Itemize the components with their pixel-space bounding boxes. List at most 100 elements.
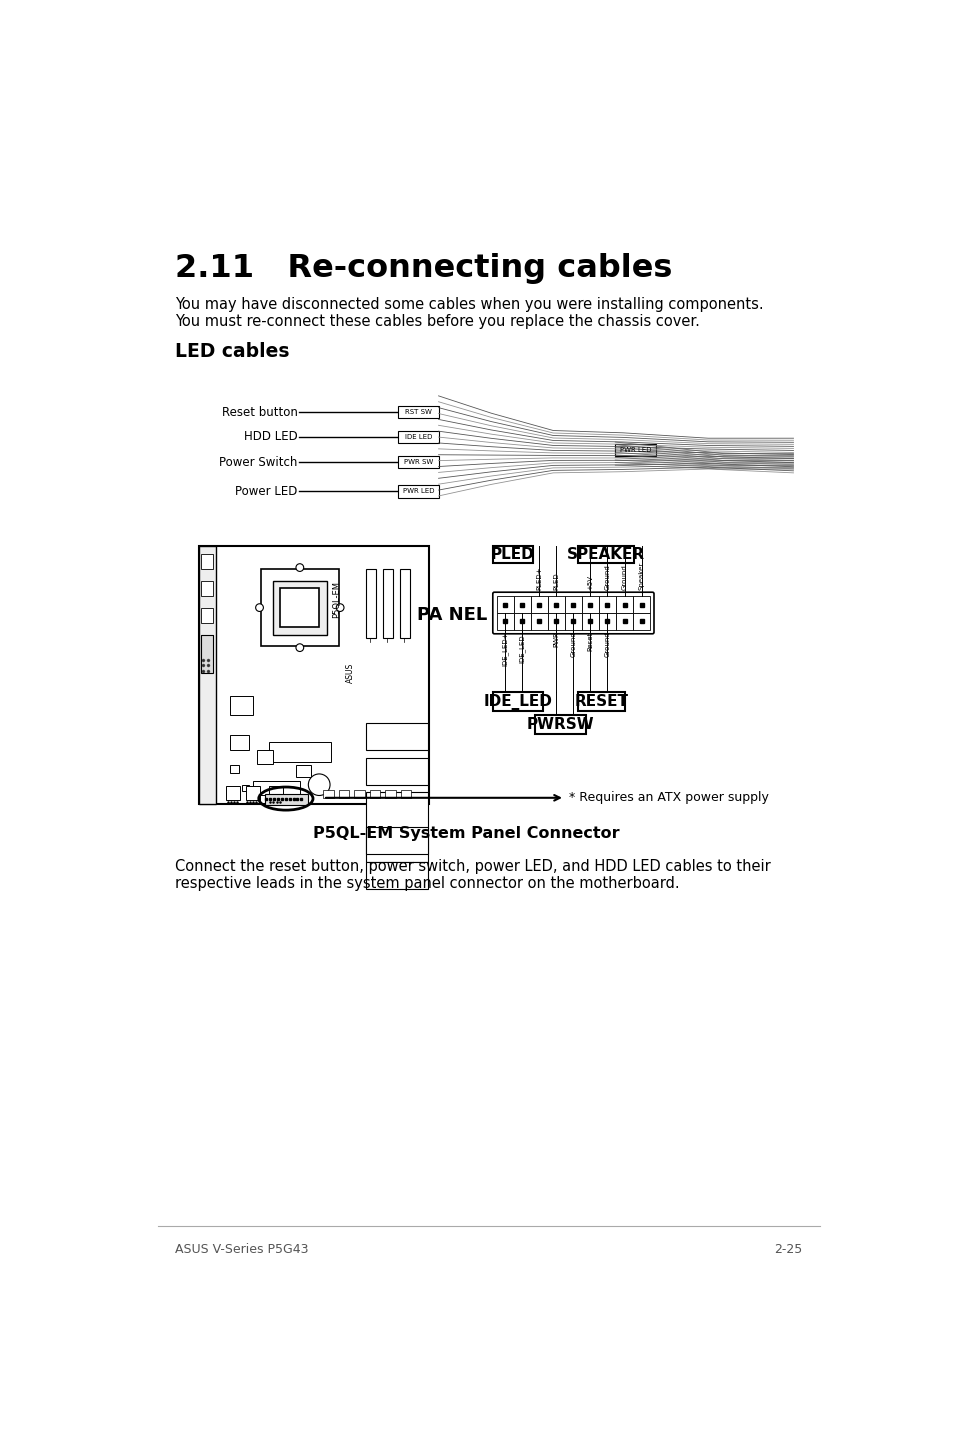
Bar (633, 613, 649, 630)
Bar (513, 597, 530, 613)
Bar (280, 588, 319, 627)
Text: RST SW: RST SW (404, 408, 432, 416)
Bar (564, 613, 581, 630)
Bar (493, 546, 533, 562)
Text: PA NEL: PA NEL (416, 607, 487, 624)
Bar (397, 406, 438, 418)
Text: Ground: Ground (604, 564, 610, 590)
Bar (598, 613, 616, 630)
Bar (200, 634, 213, 673)
Bar (269, 787, 282, 800)
Text: HDD LED: HDD LED (244, 430, 297, 443)
Text: Speaker: Speaker (638, 562, 644, 590)
Text: Reset button: Reset button (221, 406, 297, 418)
Text: +5V: +5V (587, 575, 593, 590)
Bar (273, 581, 327, 634)
Bar (399, 569, 410, 638)
Text: IDE LED: IDE LED (404, 434, 432, 440)
Bar (365, 861, 427, 889)
Text: Ground: Ground (621, 564, 627, 590)
Circle shape (255, 604, 263, 611)
Bar (269, 742, 331, 762)
Bar (513, 613, 530, 630)
Bar (323, 789, 334, 798)
Bar (199, 546, 429, 804)
Bar (547, 597, 564, 613)
Bar (230, 735, 249, 751)
Text: Ground: Ground (570, 631, 576, 657)
Bar (581, 613, 598, 630)
Text: PLED+: PLED+ (536, 567, 541, 590)
Bar (253, 781, 299, 795)
Bar (338, 789, 349, 798)
Bar (365, 723, 427, 751)
Text: PLED-: PLED- (553, 569, 558, 590)
Text: LED cables: LED cables (174, 342, 290, 361)
Text: Power LED: Power LED (234, 485, 297, 498)
Text: respective leads in the system panel connector on the motherboard.: respective leads in the system panel con… (174, 876, 679, 892)
Bar (365, 827, 427, 854)
FancyBboxPatch shape (493, 592, 654, 634)
Text: 2.11   Re-connecting cables: 2.11 Re-connecting cables (174, 253, 672, 285)
Bar (581, 597, 598, 613)
Bar (200, 581, 213, 597)
Bar (200, 554, 213, 569)
Bar (265, 794, 307, 805)
Circle shape (335, 604, 344, 611)
Text: ASUS: ASUS (345, 663, 355, 683)
Bar (578, 692, 624, 710)
Bar (257, 751, 273, 764)
Bar (354, 789, 365, 798)
Bar (200, 608, 213, 623)
Bar (226, 787, 240, 800)
Text: PWRSW: PWRSW (526, 718, 594, 732)
Bar (241, 785, 249, 791)
Text: * Requires an ATX power supply: * Requires an ATX power supply (568, 791, 768, 804)
Text: IDE_LED+: IDE_LED+ (501, 631, 508, 666)
Text: IDE_LED: IDE_LED (483, 693, 552, 709)
Text: PWR SW: PWR SW (403, 459, 433, 464)
Bar (369, 789, 380, 798)
Text: Reset: Reset (587, 631, 593, 651)
Text: PLED: PLED (491, 546, 535, 562)
Bar (578, 546, 633, 562)
Circle shape (308, 774, 330, 795)
Circle shape (295, 644, 303, 651)
Bar (295, 765, 311, 777)
Bar (400, 789, 411, 798)
Text: ASUS V-Series P5G43: ASUS V-Series P5G43 (174, 1242, 308, 1255)
Bar (230, 696, 253, 716)
Bar (534, 716, 585, 733)
Text: You must re-connect these cables before you replace the chassis cover.: You must re-connect these cables before … (174, 315, 700, 329)
Text: 2-25: 2-25 (774, 1242, 802, 1255)
Text: Ground: Ground (604, 631, 610, 657)
Bar (616, 597, 633, 613)
Text: Connect the reset button, power switch, power LED, and HDD LED cables to their: Connect the reset button, power switch, … (174, 860, 770, 874)
Bar (397, 456, 438, 469)
Bar (397, 485, 438, 498)
Bar (200, 634, 213, 650)
Bar (598, 597, 616, 613)
Bar (547, 613, 564, 630)
Bar (615, 443, 655, 456)
Bar (530, 597, 547, 613)
Bar (365, 792, 427, 861)
Text: IDE_LED-: IDE_LED- (518, 631, 525, 663)
Bar (385, 789, 395, 798)
Text: You may have disconnected some cables when you were installing components.: You may have disconnected some cables wh… (174, 298, 762, 312)
Text: PWR LED: PWR LED (402, 489, 434, 495)
Bar (261, 569, 338, 646)
Bar (230, 765, 239, 774)
Bar (365, 569, 375, 638)
Bar (365, 758, 427, 785)
Bar (633, 597, 649, 613)
Text: PWR LED: PWR LED (619, 447, 651, 453)
Bar (397, 430, 438, 443)
Bar (497, 597, 513, 613)
Bar (382, 569, 393, 638)
Bar (497, 613, 513, 630)
Text: PWR: PWR (553, 631, 558, 647)
Bar (493, 692, 542, 710)
Text: P5QL-EM System Panel Connector: P5QL-EM System Panel Connector (313, 825, 619, 841)
Text: SPEAKER: SPEAKER (566, 546, 644, 562)
